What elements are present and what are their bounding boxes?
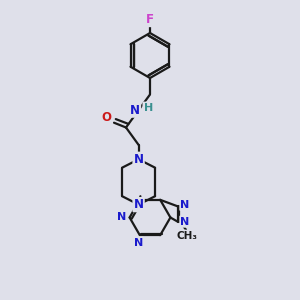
Text: N: N (134, 198, 144, 211)
Text: H: H (144, 103, 153, 113)
Text: N: N (130, 103, 140, 117)
Text: N: N (180, 200, 190, 210)
Text: F: F (146, 13, 154, 26)
Text: N: N (180, 217, 190, 226)
Text: N: N (134, 238, 143, 248)
Text: CH₃: CH₃ (177, 231, 198, 241)
Text: N: N (134, 153, 144, 166)
Text: O: O (102, 111, 112, 124)
Text: N: N (117, 212, 126, 223)
